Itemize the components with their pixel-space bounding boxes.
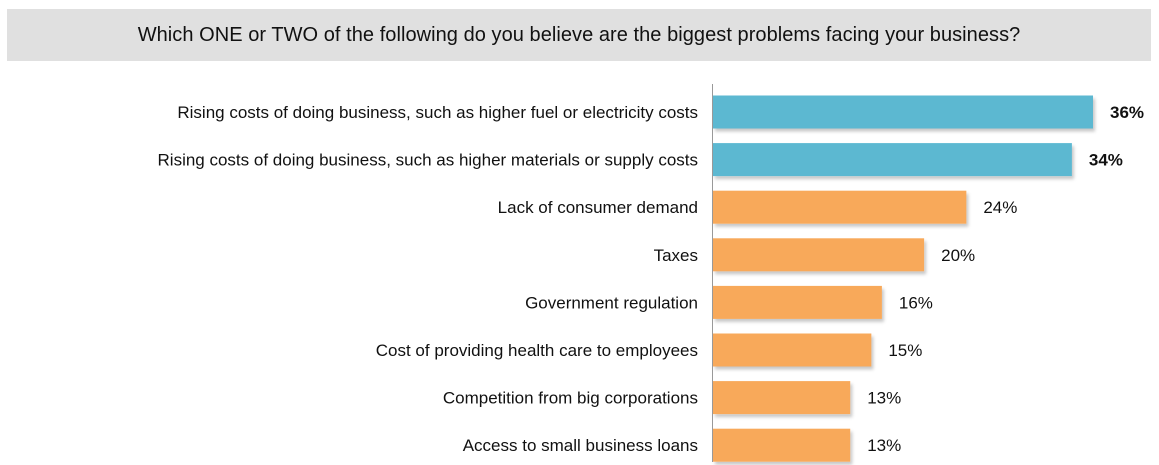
- bars-layer: [713, 95, 1093, 462]
- bar-4: [713, 285, 882, 319]
- bar-6: [713, 381, 851, 415]
- category-label-2: Lack of consumer demand: [498, 198, 698, 217]
- category-label-1: Rising costs of doing business, such as …: [158, 151, 698, 170]
- value-label-4: 16%: [899, 293, 933, 312]
- chart-title: Which ONE or TWO of the following do you…: [137, 23, 1021, 46]
- value-label-6: 13%: [867, 389, 901, 408]
- category-label-4: Government regulation: [525, 293, 698, 312]
- chart-title-box: Which ONE or TWO of the following do you…: [7, 9, 1151, 61]
- value-label-1: 34%: [1089, 151, 1123, 170]
- category-label-0: Rising costs of doing business, such as …: [177, 103, 698, 122]
- bar-7: [713, 428, 851, 462]
- value-label-3: 20%: [941, 246, 975, 265]
- category-label-3: Taxes: [654, 246, 698, 265]
- bar-1: [713, 143, 1072, 177]
- category-label-6: Competition from big corporations: [443, 389, 698, 408]
- category-label-5: Cost of providing health care to employe…: [376, 341, 698, 360]
- value-label-5: 15%: [888, 341, 922, 360]
- bar-5: [713, 333, 872, 367]
- bar-3: [713, 238, 925, 272]
- value-label-0: 36%: [1110, 103, 1144, 122]
- value-label-2: 24%: [983, 198, 1017, 217]
- value-label-7: 13%: [867, 436, 901, 455]
- bar-0: [713, 95, 1093, 129]
- labels-layer: Rising costs of doing business, such as …: [158, 103, 1145, 455]
- bar-2: [713, 190, 967, 224]
- category-label-7: Access to small business loans: [463, 436, 698, 455]
